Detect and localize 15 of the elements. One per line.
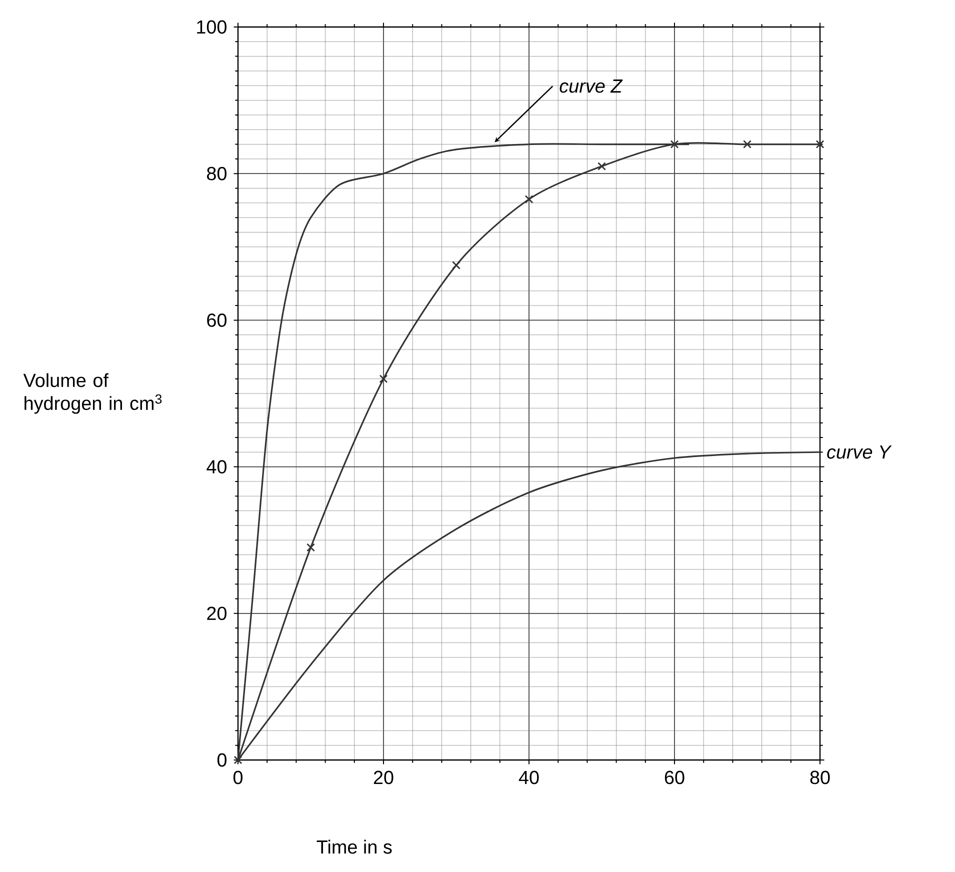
annotation: curve Y (827, 446, 892, 459)
x-tick-label: 60 (664, 770, 684, 784)
y-tick-label: 20 (207, 606, 226, 620)
y-tick-label: 40 (206, 460, 226, 474)
x-tick-label: 20 (374, 770, 394, 784)
x-tick-label: 0 (233, 770, 243, 784)
x-tick-label: 40 (518, 770, 539, 784)
y-tick-label: 60 (207, 313, 226, 327)
annotation: curve Z (560, 80, 623, 93)
x-axis-title: Time in s (316, 840, 392, 854)
y-axis-title: Volume of hydrogen in cm$^{3}$ (23, 373, 162, 414)
y-tick-label: 0 (217, 753, 226, 767)
y-tick-label: 80 (207, 166, 226, 180)
x-tick-label: 80 (810, 770, 830, 784)
y-tick-label: 100 (197, 20, 226, 34)
